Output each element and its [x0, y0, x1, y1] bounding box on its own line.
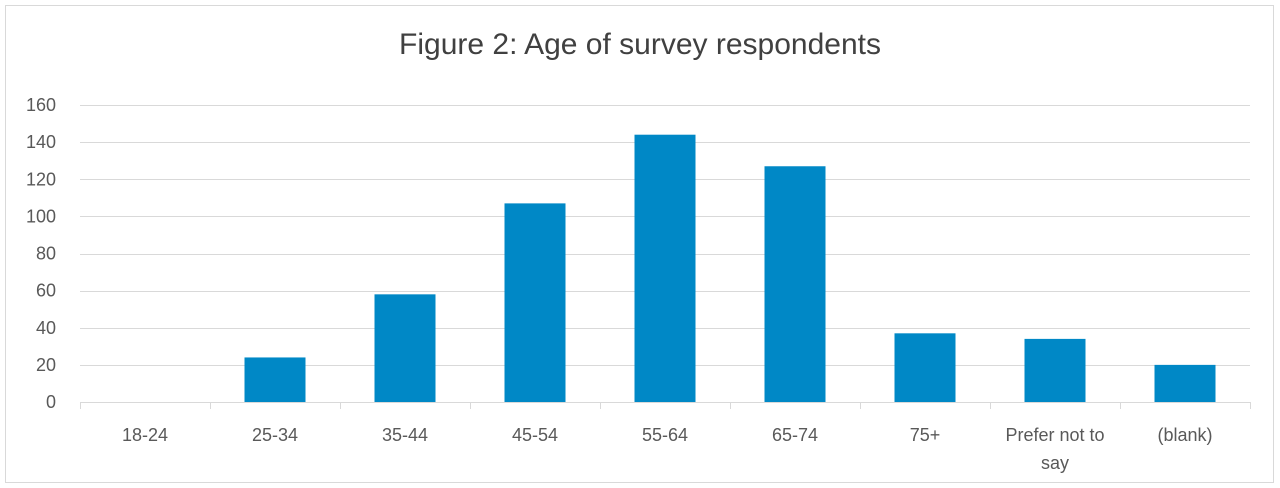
- bar: [374, 294, 436, 402]
- y-tick-label: 120: [26, 169, 56, 189]
- y-tick-label: 60: [36, 281, 56, 301]
- bars: [244, 134, 1216, 402]
- x-tick-label: 55-64: [642, 425, 688, 445]
- x-tick-label: say: [1041, 453, 1069, 473]
- bar: [504, 203, 566, 402]
- y-tick-label: 80: [36, 244, 56, 264]
- y-axis-ticks: 0 20 40 60 80 100 120 140 160: [26, 95, 56, 412]
- x-tick-label: (blank): [1157, 425, 1212, 445]
- chart-title: Figure 2: Age of survey respondents: [399, 28, 881, 61]
- y-tick-label: 160: [26, 95, 56, 115]
- x-tick-label: 65-74: [772, 425, 818, 445]
- y-tick-label: 100: [26, 206, 56, 226]
- y-tick-label: 40: [36, 318, 56, 338]
- bar: [894, 333, 956, 402]
- bar: [1024, 338, 1086, 402]
- bar: [634, 134, 696, 402]
- bar: [1154, 364, 1216, 402]
- x-axis-ticks: 18-24 25-34 35-44 45-54 55-64 65-74 75+ Prefer …: [122, 425, 1213, 473]
- x-tick-label: 35-44: [382, 425, 428, 445]
- x-tick-label: 18-24: [122, 425, 168, 445]
- x-axis: [80, 402, 1251, 409]
- bar: [764, 166, 826, 402]
- y-tick-label: 20: [36, 355, 56, 375]
- y-tick-label: 0: [46, 392, 56, 412]
- x-tick-label: 45-54: [512, 425, 558, 445]
- x-tick-label: Prefer not to: [1005, 425, 1104, 445]
- y-tick-label: 140: [26, 132, 56, 152]
- x-tick-label: 75+: [910, 425, 941, 445]
- bar: [244, 357, 306, 402]
- x-tick-label: 25-34: [252, 425, 298, 445]
